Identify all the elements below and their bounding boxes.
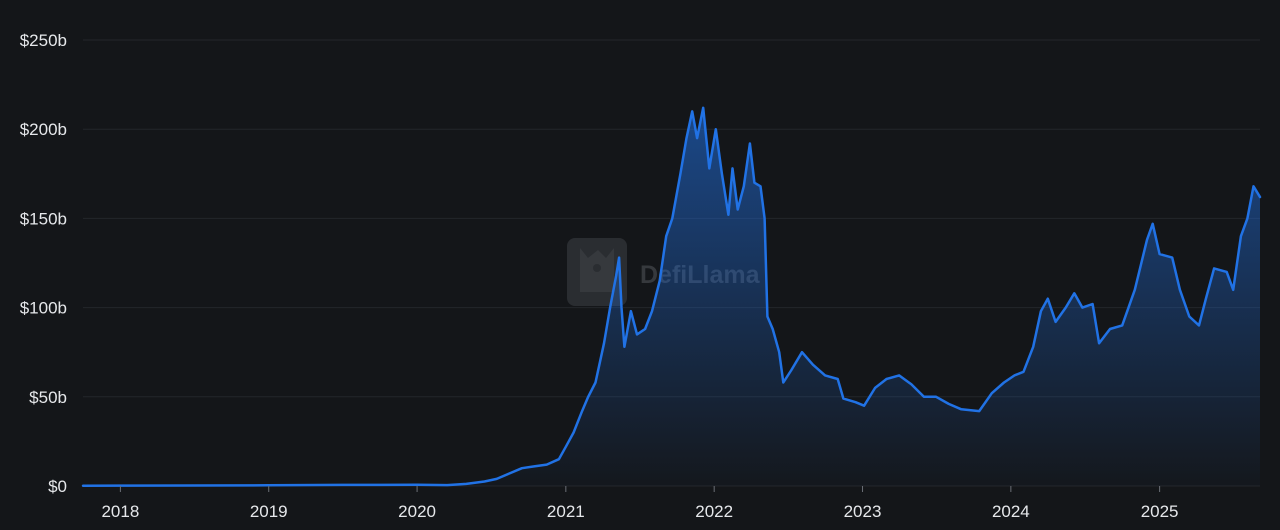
series-line-path <box>81 106 1262 488</box>
y-axis: $0 $50b $100b $150b $200b $250b <box>20 31 67 496</box>
x-tick-label: 2019 <box>250 502 288 521</box>
series-line <box>81 106 1262 488</box>
series-area <box>83 107 1260 487</box>
y-tick-label: $0 <box>48 477 67 496</box>
x-tick-label: 2022 <box>695 502 733 521</box>
x-tick-label: 2024 <box>992 502 1030 521</box>
y-tick-label: $100b <box>20 299 67 318</box>
x-tick-label: 2025 <box>1141 502 1179 521</box>
area-fill <box>83 107 1260 487</box>
x-axis: 2018 2019 2020 2021 2022 2023 2024 2025 <box>101 486 1179 521</box>
x-tick-label: 2018 <box>101 502 139 521</box>
llama-icon <box>567 238 627 306</box>
y-tick-label: $150b <box>20 209 67 228</box>
x-tick-label: 2023 <box>844 502 882 521</box>
x-tick-label: 2021 <box>547 502 585 521</box>
y-tick-label: $200b <box>20 120 67 139</box>
y-tick-label: $50b <box>29 388 67 407</box>
x-tick-label: 2020 <box>398 502 436 521</box>
y-tick-label: $250b <box>20 31 67 50</box>
